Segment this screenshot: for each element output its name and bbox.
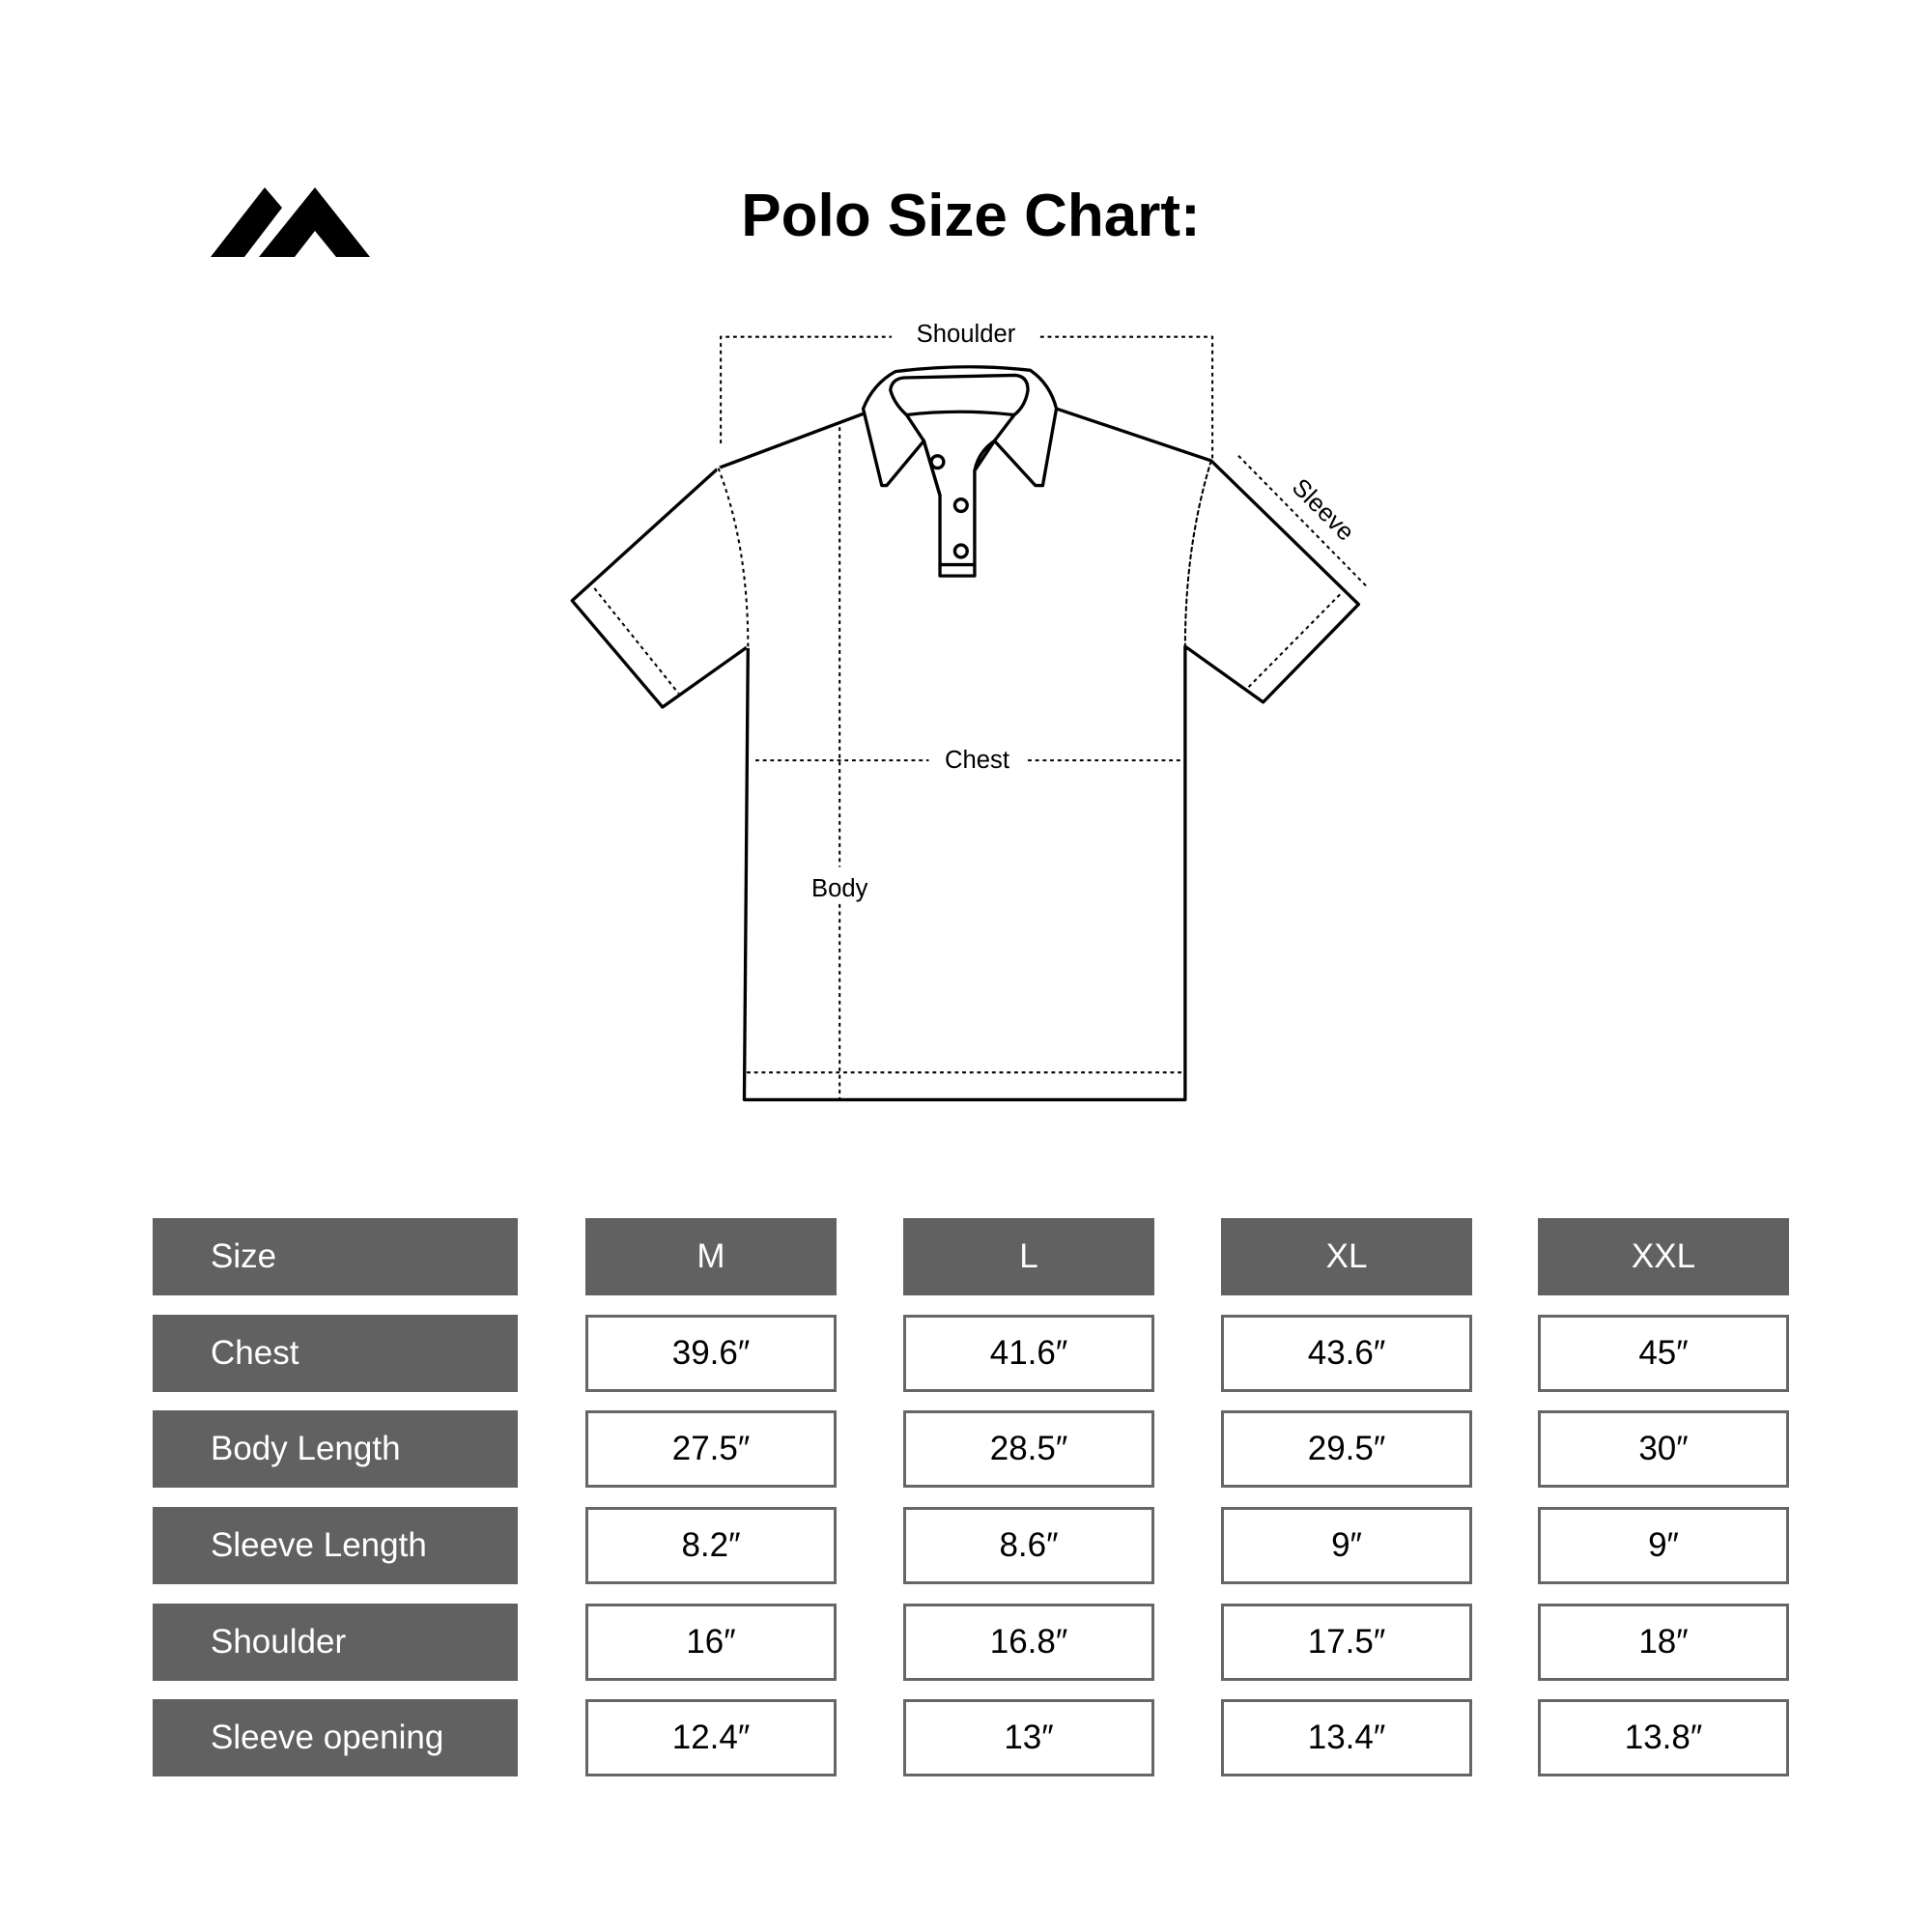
table-cell: 9″	[1538, 1507, 1789, 1584]
table-cell: 41.6″	[903, 1315, 1154, 1392]
shoulder-label: Shoulder	[917, 321, 1016, 348]
row-label: Shoulder	[153, 1604, 518, 1681]
table-cell: 12.4″	[585, 1699, 837, 1776]
table-cell: 18″	[1538, 1604, 1789, 1681]
size-header-label: Size	[153, 1218, 518, 1295]
size-header-xl: XL	[1221, 1218, 1472, 1295]
table-cell: 28.5″	[903, 1410, 1154, 1488]
polo-shirt-outline	[570, 365, 1361, 1102]
table-cell: 16″	[585, 1604, 837, 1681]
row-label: Body Length	[153, 1410, 518, 1488]
table-cell: 45″	[1538, 1315, 1789, 1392]
brand-logo	[211, 187, 370, 257]
table-cell: 13″	[903, 1699, 1154, 1776]
button-icon	[952, 543, 969, 559]
table-cell: 13.4″	[1221, 1699, 1472, 1776]
button-icon	[929, 454, 946, 470]
table-cell: 39.6″	[585, 1315, 837, 1392]
table-cell: 43.6″	[1221, 1315, 1472, 1392]
table-cell: 8.6″	[903, 1507, 1154, 1584]
size-header-l: L	[903, 1218, 1154, 1295]
table-cell: 16.8″	[903, 1604, 1154, 1681]
size-header-m: M	[585, 1218, 837, 1295]
page-title: Polo Size Chart:	[741, 183, 1201, 249]
row-label: Sleeve opening	[153, 1699, 518, 1776]
size-header-xxl: XXL	[1538, 1218, 1789, 1295]
chest-label: Chest	[945, 747, 1009, 774]
row-label: Chest	[153, 1315, 518, 1392]
table-cell: 9″	[1221, 1507, 1472, 1584]
body-label: Body	[811, 875, 868, 902]
measure-lines	[593, 335, 1370, 1100]
row-label: Sleeve Length	[153, 1507, 518, 1584]
button-icon	[952, 497, 969, 514]
table-cell: 8.2″	[585, 1507, 837, 1584]
table-cell: 17.5″	[1221, 1604, 1472, 1681]
table-cell: 27.5″	[585, 1410, 837, 1488]
table-cell: 30″	[1538, 1410, 1789, 1488]
table-cell: 29.5″	[1221, 1410, 1472, 1488]
table-cell: 13.8″	[1538, 1699, 1789, 1776]
sleeve-label: Sleeve	[1287, 473, 1359, 546]
